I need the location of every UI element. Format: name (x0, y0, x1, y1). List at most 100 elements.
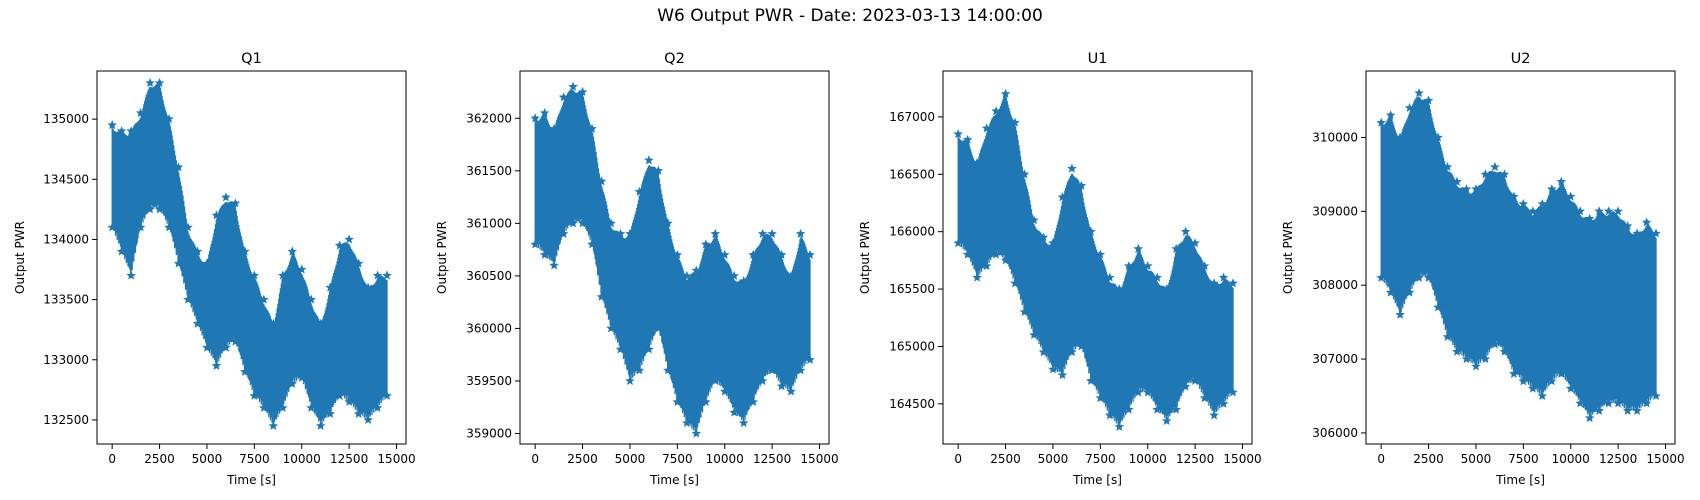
x-tick-label: 5000 (192, 452, 223, 466)
data-points (953, 89, 1238, 431)
data-point (748, 397, 758, 407)
data-point (1105, 272, 1115, 282)
data-point (972, 157, 982, 167)
data-point (1622, 405, 1633, 415)
data-point (953, 129, 963, 139)
data-point (1124, 404, 1134, 414)
y-axis-label: Output PWR (858, 221, 872, 294)
data-point (729, 270, 739, 280)
data-point (1038, 347, 1049, 357)
y-tick-label: 310000 (1312, 130, 1358, 144)
data-point (1057, 370, 1068, 380)
data-point (1404, 102, 1415, 112)
data-point (249, 390, 260, 400)
data-point (183, 222, 193, 232)
panel-title: Q2 (664, 51, 685, 67)
data-point (1171, 243, 1181, 253)
data-point (1086, 226, 1096, 236)
y-tick-label: 308000 (1312, 278, 1358, 292)
data-point (1442, 331, 1453, 341)
axis-ticks: 0 2500 5000 7500 10000 12500 15000 164500 165000… (889, 110, 1261, 466)
axis-ticks: 0 2500 5000 7500 10000 12500 15000 359000 359500… (466, 111, 838, 466)
data-point (287, 246, 298, 256)
x-tick-label: 5000 (615, 452, 646, 466)
data-point (353, 258, 364, 268)
data-point (296, 372, 307, 382)
data-point (1029, 330, 1039, 340)
data-point (1180, 226, 1191, 236)
data-point (710, 228, 721, 238)
data-point (1228, 387, 1238, 397)
data-point (268, 318, 279, 328)
x-tick-label: 7500 (239, 452, 270, 466)
data-point (1518, 199, 1529, 208)
data-point (382, 390, 392, 400)
x-tick-label: 0 (108, 452, 116, 466)
data-point (710, 376, 721, 386)
data-point (126, 126, 136, 136)
data-point (145, 204, 155, 214)
axis-ticks: 0 2500 5000 7500 10000 12500 15000 306000 307000… (1312, 130, 1684, 466)
data-point (344, 396, 354, 406)
x-tick-label: 15000 (377, 452, 415, 466)
panel-title: U1 (1088, 51, 1108, 67)
data-point (1114, 284, 1125, 294)
data-point (268, 421, 279, 430)
data-point (962, 249, 973, 259)
data-point (1528, 206, 1538, 216)
data-point (202, 342, 212, 352)
data-point (1471, 184, 1481, 194)
data-point (1019, 307, 1030, 317)
panel-title: Q1 (241, 51, 262, 67)
y-axis-label: Output PWR (13, 221, 27, 294)
data-point (1452, 346, 1462, 356)
y-tick-label: 166500 (889, 167, 935, 181)
data-point (334, 240, 345, 250)
data-point (211, 360, 222, 370)
data-point (1124, 261, 1134, 271)
y-tick-label: 165000 (889, 339, 935, 353)
x-tick-label: 5000 (1461, 452, 1492, 466)
data-point (1142, 261, 1153, 271)
data-point (116, 246, 127, 256)
y-tick-label: 165500 (889, 282, 935, 296)
data-point (1575, 206, 1585, 216)
data-point (663, 218, 673, 228)
data-point (1105, 410, 1115, 420)
y-tick-label: 164500 (889, 397, 935, 411)
data-point (1442, 162, 1453, 172)
data-point (240, 246, 250, 256)
data-point (1603, 398, 1614, 408)
data-point (1218, 398, 1229, 408)
data-point (795, 228, 806, 238)
data-point (1651, 228, 1661, 238)
y-tick-label: 167000 (889, 110, 935, 124)
data-point (1499, 346, 1510, 356)
data-point (1095, 393, 1106, 403)
data-point (1594, 206, 1604, 216)
x-tick-label: 0 (954, 452, 962, 466)
y-tick-label: 132500 (43, 413, 89, 427)
data-point (353, 408, 364, 418)
data-point (183, 294, 193, 304)
data-band (111, 83, 388, 426)
data-point (625, 376, 635, 386)
data-point (287, 378, 298, 388)
data-point (539, 108, 550, 118)
data-point (1480, 169, 1491, 179)
data-point (530, 239, 540, 249)
data-point (805, 354, 815, 364)
data-point (1067, 347, 1077, 357)
data-point (1452, 176, 1462, 186)
data-point (653, 323, 664, 333)
data-point (1547, 376, 1557, 386)
data-point (1010, 117, 1020, 127)
data-point (587, 123, 597, 133)
data-point (748, 249, 758, 259)
data-point (1133, 243, 1144, 253)
data-point (1152, 272, 1162, 282)
x-tick-label: 12500 (753, 452, 791, 466)
data-point (663, 365, 673, 375)
data-point (719, 249, 730, 259)
data-point (1133, 387, 1144, 397)
